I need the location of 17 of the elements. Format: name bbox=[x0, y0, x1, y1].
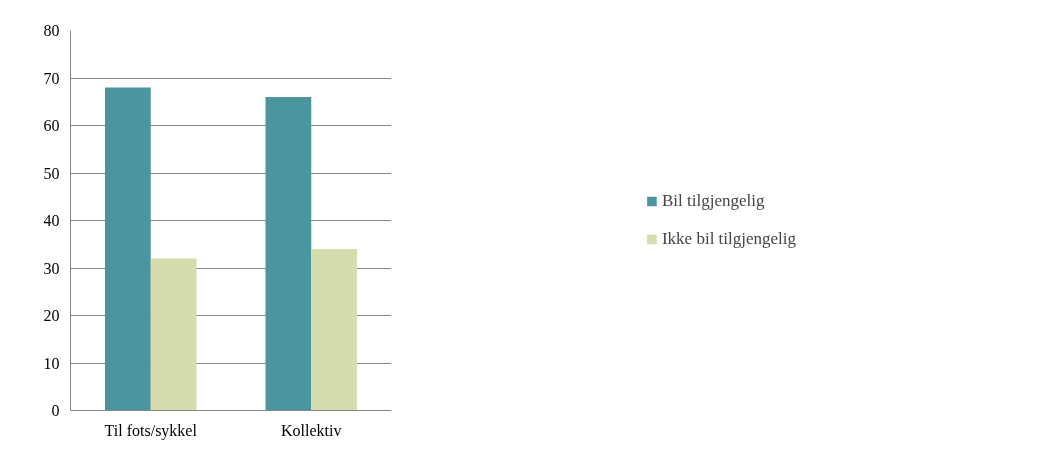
y-tick-label: 70 bbox=[43, 69, 60, 87]
bar bbox=[105, 87, 151, 411]
legend-label: Ikke bil tilgjengelig bbox=[661, 229, 797, 249]
y-tick-label: 20 bbox=[43, 307, 60, 324]
y-tick-label: 60 bbox=[43, 117, 60, 134]
legend-label: Bil tilgjengelig bbox=[661, 191, 765, 211]
x-tick-label: Til fots/sykkel bbox=[104, 421, 198, 440]
bar bbox=[265, 97, 312, 411]
bar bbox=[150, 258, 197, 411]
y-tick-label: 80 bbox=[43, 22, 60, 39]
y-tick-label: 30 bbox=[43, 259, 60, 277]
y-tick-label: 50 bbox=[43, 164, 60, 182]
y-tick-label: 0 bbox=[51, 402, 60, 419]
y-tick-label: 10 bbox=[43, 354, 60, 372]
y-tick-label: 40 bbox=[43, 212, 60, 229]
x-tick-label: Kollektiv bbox=[281, 421, 342, 439]
bar bbox=[311, 249, 357, 411]
